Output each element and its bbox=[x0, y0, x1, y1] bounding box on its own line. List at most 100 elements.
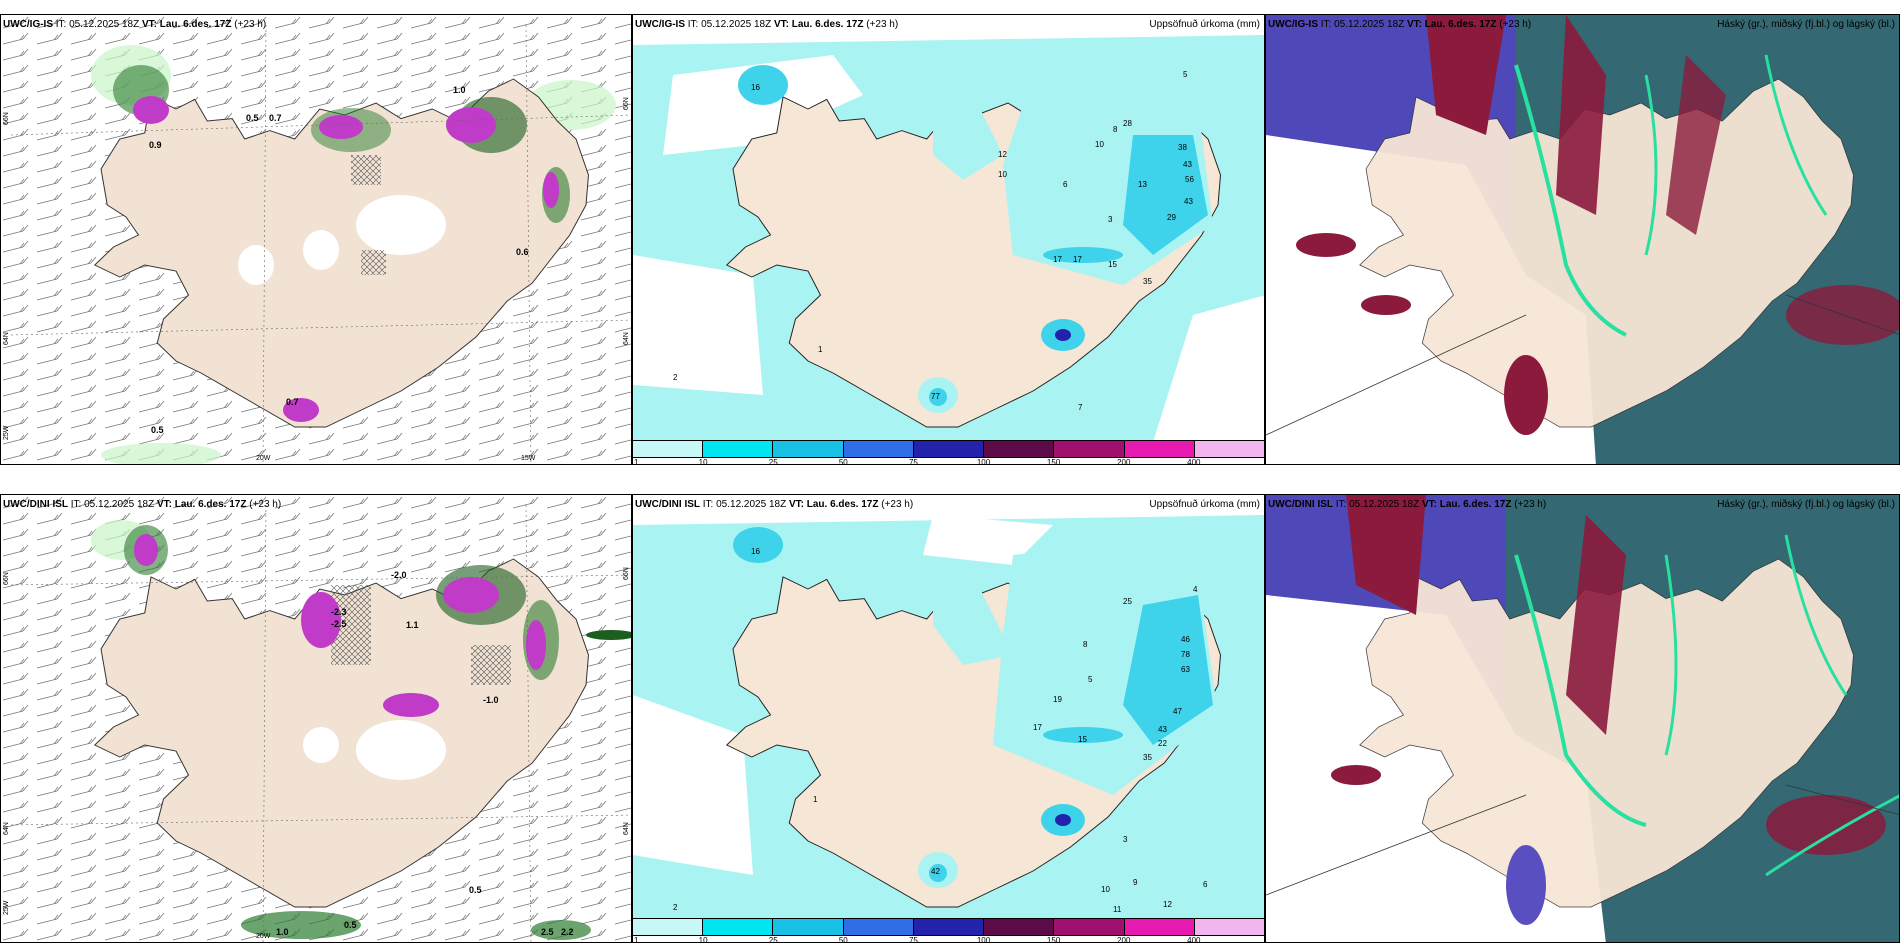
lon-label: 25W bbox=[3, 900, 10, 915]
precip-label: 16 bbox=[751, 83, 760, 92]
colorbar-ticks: 1 10 25 50 75 100 150 200 400 bbox=[633, 936, 1264, 943]
wind-label: 2.2 bbox=[561, 927, 574, 937]
lon-label: 25W bbox=[3, 425, 10, 440]
colorbar-cell bbox=[773, 441, 844, 457]
wind-label: -1.0 bbox=[483, 695, 499, 705]
precip-label: 5 bbox=[1088, 675, 1093, 684]
precip-panel-top: UWC/IG-IS IT: 05.12.2025 18Z VT: Lau. 6.… bbox=[632, 14, 1265, 465]
wind-label: 1.0 bbox=[276, 927, 289, 937]
lon-label: 15W bbox=[521, 455, 536, 462]
colorbar-tick: 200 bbox=[1117, 458, 1131, 465]
colorbar-tick: 25 bbox=[768, 458, 778, 465]
precip-label: 13 bbox=[1138, 180, 1147, 189]
precip-label: 8 bbox=[1083, 640, 1088, 649]
precip-label: 17 bbox=[1033, 723, 1042, 732]
precip-colorbar: 1 10 25 50 75 100 150 200 400 bbox=[633, 440, 1264, 464]
precip-label: 6 bbox=[1063, 180, 1068, 189]
precip-label: 35 bbox=[1143, 753, 1152, 762]
precip-label: 8 bbox=[1113, 125, 1118, 134]
precip-label: 2 bbox=[673, 373, 678, 382]
precip-label: 16 bbox=[751, 547, 760, 556]
colorbar-cell bbox=[843, 919, 914, 935]
colorbar-cell bbox=[843, 441, 914, 457]
panel-title: Uppsöfnuð úrkoma (mm) bbox=[1149, 499, 1260, 510]
colorbar-cell bbox=[1054, 919, 1125, 935]
lat-label: 66N bbox=[623, 97, 630, 110]
lat-label: 64N bbox=[3, 822, 10, 835]
precip-label: 5 bbox=[1183, 70, 1188, 79]
wind-label: 0.5 bbox=[246, 113, 259, 123]
colorbar-cell bbox=[913, 441, 985, 457]
precip-label: 63 bbox=[1181, 665, 1190, 674]
precip-label: 25 bbox=[1123, 597, 1132, 606]
wind-label: 0.7 bbox=[269, 113, 282, 123]
wind-label: 0.5 bbox=[344, 920, 357, 930]
lon-label: 20W bbox=[256, 455, 271, 462]
colorbar-tick: 10 bbox=[698, 458, 708, 465]
precip-label: 46 bbox=[1181, 635, 1190, 644]
precip-label: 43 bbox=[1183, 160, 1192, 169]
colorbar-cell bbox=[1194, 919, 1264, 935]
precip-map bbox=[633, 515, 1264, 920]
panel-header: UWC/IG-IS IT: 05.12.2025 18Z VT: Lau. 6.… bbox=[3, 19, 267, 30]
precip-label: 43 bbox=[1158, 725, 1167, 734]
precip-label: 4 bbox=[1193, 585, 1198, 594]
colorbar-tick: 1 bbox=[634, 936, 639, 943]
precip-label: 43 bbox=[1184, 197, 1193, 206]
precip-label: 3 bbox=[1108, 215, 1113, 224]
colorbar-cell bbox=[703, 441, 774, 457]
lat-label: 66N bbox=[3, 112, 10, 125]
wind-label: 1.0 bbox=[453, 85, 466, 95]
wind-label: -2.3 bbox=[331, 607, 347, 617]
wind-map bbox=[1, 15, 631, 464]
precip-label: 9 bbox=[1133, 878, 1138, 887]
colorbar-cell bbox=[773, 919, 844, 935]
colorbar-tick: 400 bbox=[1187, 458, 1201, 465]
precip-label: 22 bbox=[1158, 739, 1167, 748]
precip-label: 19 bbox=[1053, 695, 1062, 704]
precip-label: 47 bbox=[1173, 707, 1182, 716]
panel-header: UWC/DINI ISL IT: 05.12.2025 18Z VT: Lau.… bbox=[3, 499, 282, 510]
lat-label: 64N bbox=[623, 822, 630, 835]
precip-label: 15 bbox=[1108, 260, 1117, 269]
colorbar-cell bbox=[1194, 441, 1264, 457]
wind-panel-top: UWC/IG-IS IT: 05.12.2025 18Z VT: Lau. 6.… bbox=[0, 14, 632, 465]
precip-label: 29 bbox=[1167, 213, 1176, 222]
precip-label: 2 bbox=[673, 903, 678, 912]
precip-colorbar: 1 10 25 50 75 100 150 200 400 bbox=[633, 918, 1264, 942]
colorbar-swatches bbox=[633, 440, 1264, 458]
precip-label: 10 bbox=[1101, 885, 1110, 894]
wind-label: -2.0 bbox=[391, 570, 407, 580]
colorbar-cell bbox=[633, 441, 704, 457]
cloud-map bbox=[1266, 15, 1899, 464]
lon-label: 20W bbox=[256, 933, 271, 940]
lat-label: 66N bbox=[3, 572, 10, 585]
precip-label: 77 bbox=[931, 392, 940, 401]
colorbar-cell bbox=[703, 919, 774, 935]
colorbar-ticks: 1 10 25 50 75 100 150 200 400 bbox=[633, 458, 1264, 465]
cloud-panel-bottom: UWC/DINI ISL IT: 05.12.2025 18Z VT: Lau.… bbox=[1265, 494, 1900, 943]
colorbar-tick: 100 bbox=[976, 936, 991, 943]
colorbar-tick: 150 bbox=[1046, 936, 1061, 943]
precip-label: 1 bbox=[818, 345, 823, 354]
colorbar-tick: 75 bbox=[908, 458, 918, 465]
precip-label: 35 bbox=[1143, 277, 1152, 286]
panel-header: UWC/IG-IS IT: 05.12.2025 18Z VT: Lau. 6.… bbox=[1268, 19, 1532, 30]
panel-title: Háský (gr.), miðský (fj.bl.) og lágský (… bbox=[1717, 499, 1895, 510]
wind-label: 0.5 bbox=[151, 425, 164, 435]
wind-label: 0.7 bbox=[286, 397, 299, 407]
colorbar-tick: 50 bbox=[838, 458, 848, 465]
precip-label: 10 bbox=[1095, 140, 1104, 149]
wind-label: 0.9 bbox=[149, 140, 162, 150]
colorbar-tick: 100 bbox=[976, 458, 991, 465]
precip-label: 17 bbox=[1053, 255, 1062, 264]
panel-header: UWC/DINI ISL IT: 05.12.2025 18Z VT: Lau.… bbox=[635, 499, 914, 510]
colorbar-swatches bbox=[633, 918, 1264, 936]
colorbar-tick: 25 bbox=[768, 936, 778, 943]
colorbar-tick: 1 bbox=[634, 458, 639, 465]
wind-label: 1.1 bbox=[406, 620, 419, 630]
colorbar-tick: 50 bbox=[838, 936, 848, 943]
cloud-panel-top: UWC/IG-IS IT: 05.12.2025 18Z VT: Lau. 6.… bbox=[1265, 14, 1900, 465]
precip-label: 17 bbox=[1073, 255, 1082, 264]
wind-map bbox=[1, 495, 631, 942]
